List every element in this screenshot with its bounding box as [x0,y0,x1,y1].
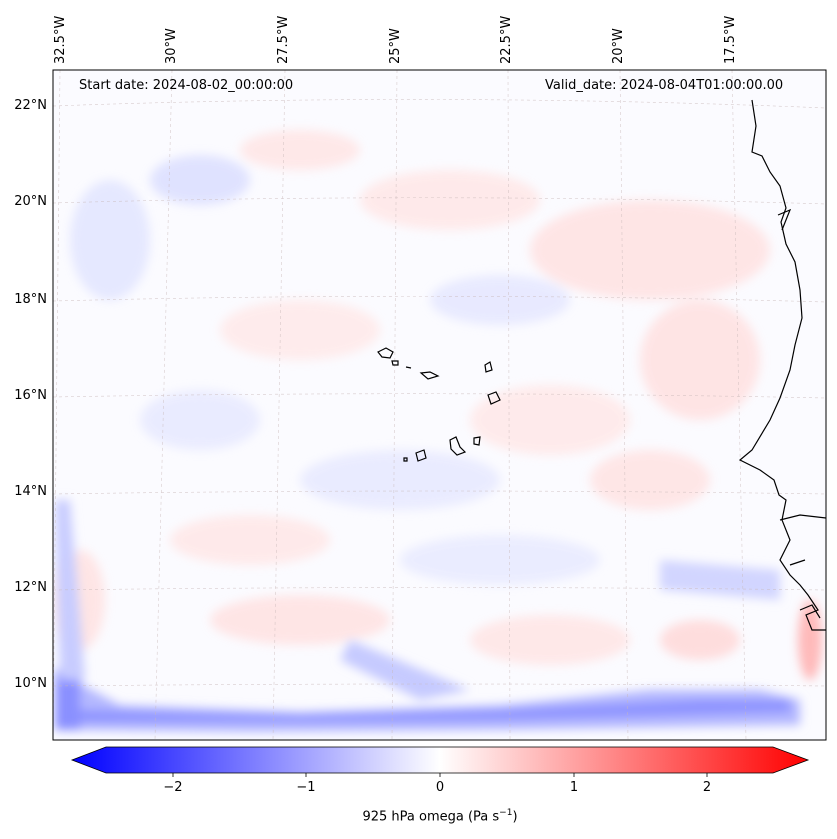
lat-label-20n: 20°N [14,194,47,209]
lon-label-20w: 20°W [611,28,626,64]
colorbar-label-prefix: 925 hPa omega (Pa s [362,809,500,825]
colorbar-tick-minus2: −2 [163,780,183,795]
lon-label-30w: 30°W [164,28,179,64]
colorbar-label-exponent: −1 [499,808,513,818]
graticule [53,70,826,740]
cape-verde-islands [377,347,501,462]
colorbar [70,746,810,777]
lon-label-22-5w: 22.5°W [499,15,514,64]
lat-label-22n: 22°N [14,98,47,113]
start-date-label: Start date: 2024-08-02_00:00:00 [79,78,294,93]
lon-label-27-5w: 27.5°W [276,15,291,64]
lat-label-16n: 16°N [14,388,47,403]
lat-label-10n: 10°N [14,676,47,691]
coastline-detail [777,208,826,619]
colorbar-tick-0: 0 [435,780,445,795]
omega-field [55,130,822,680]
lon-label-25w: 25°W [388,28,403,64]
southern-blue-band [55,500,800,732]
colorbar-label-suffix: ) [512,809,518,825]
lon-label-17-5w: 17.5°W [723,15,738,64]
map-frame [52,69,827,741]
lat-label-12n: 12°N [14,580,47,595]
colorbar-tick-2: 2 [702,780,712,795]
colorbar-tick-minus1: −1 [296,780,316,795]
african-coastline [738,99,826,631]
valid-date-label: Valid_date: 2024-08-04T01:00:00.00 [545,78,784,93]
lat-label-18n: 18°N [14,292,47,307]
colorbar-tick-1: 1 [569,780,579,795]
colorbar-label: 925 hPa omega (Pa s−1) [240,808,640,824]
lat-label-14n: 14°N [14,484,47,499]
lon-label-32-5w: 32.5°W [53,15,68,64]
